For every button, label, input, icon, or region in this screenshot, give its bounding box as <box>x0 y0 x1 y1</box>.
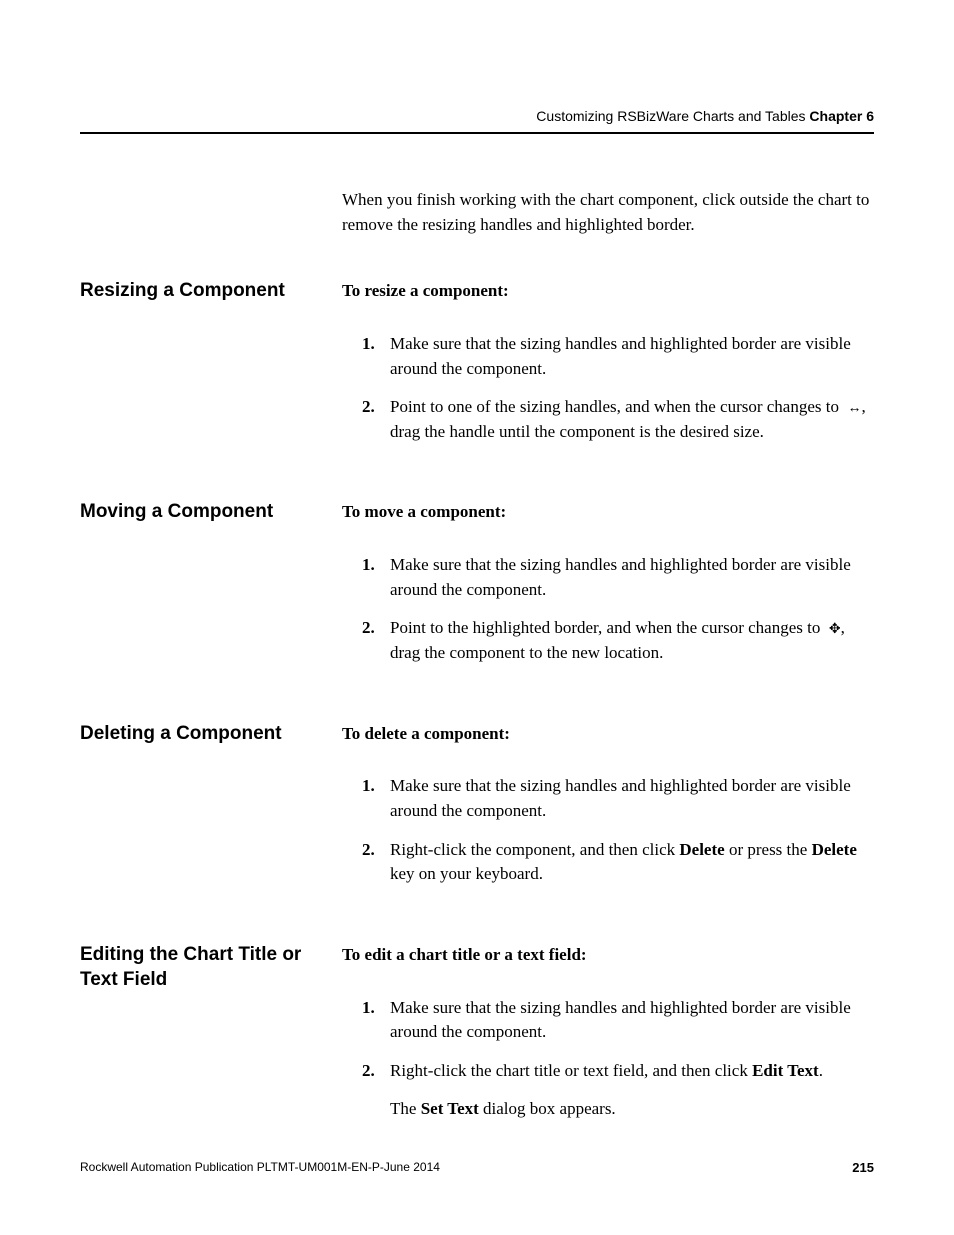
step-mid: or press the <box>725 840 812 859</box>
section-resizing: Resizing a Component To resize a compone… <box>80 279 874 458</box>
step-bold: Edit Text <box>752 1061 819 1080</box>
list-item: 2. Right-click the component, and then c… <box>362 838 874 887</box>
lead-moving: To move a component: <box>342 500 874 525</box>
heading-moving: Moving a Component <box>80 500 342 525</box>
footer-publication: Rockwell Automation Publication PLTMT-UM… <box>80 1160 440 1175</box>
step-number: 2. <box>362 395 390 444</box>
steps-deleting: 1. Make sure that the sizing handles and… <box>342 774 874 887</box>
step-text: Make sure that the sizing handles and hi… <box>390 774 874 823</box>
move-cursor-icon: ✥ <box>829 622 841 637</box>
list-item: 2. Right-click the chart title or text f… <box>362 1059 874 1084</box>
intro-section: When you finish working with the chart c… <box>80 188 874 237</box>
step-text: Right-click the chart title or text fiel… <box>390 1059 874 1084</box>
body-resizing: To resize a component: 1. Make sure that… <box>342 279 874 458</box>
trailing-bold: Set Text <box>421 1099 479 1118</box>
trailing-pre: The <box>390 1099 421 1118</box>
step-number: 1. <box>362 774 390 823</box>
step-pre: Right-click the component, and then clic… <box>390 840 679 859</box>
step-pre: Point to the highlighted border, and whe… <box>390 618 825 637</box>
trailing-paragraph: The Set Text dialog box appears. <box>390 1097 874 1122</box>
body-moving: To move a component: 1. Make sure that t… <box>342 500 874 679</box>
step-text: Point to the highlighted border, and whe… <box>390 616 874 665</box>
body-editing: To edit a chart title or a text field: 1… <box>342 943 874 1122</box>
list-item: 2. Point to the highlighted border, and … <box>362 616 874 665</box>
step-text: Make sure that the sizing handles and hi… <box>390 553 874 602</box>
steps-moving: 1. Make sure that the sizing handles and… <box>342 553 874 666</box>
intro-paragraph: When you finish working with the chart c… <box>342 188 874 237</box>
step-text: Make sure that the sizing handles and hi… <box>390 996 874 1045</box>
header-title-text: Customizing RSBizWare Charts and Tables <box>536 108 805 124</box>
section-moving: Moving a Component To move a component: … <box>80 500 874 679</box>
step-number: 1. <box>362 553 390 602</box>
steps-resizing: 1. Make sure that the sizing handles and… <box>342 332 874 445</box>
heading-resizing: Resizing a Component <box>80 279 342 304</box>
heading-editing: Editing the Chart Title or Text Field <box>80 943 342 992</box>
header-rule <box>80 132 874 134</box>
header-chapter: Chapter 6 <box>809 108 874 124</box>
section-editing: Editing the Chart Title or Text Field To… <box>80 943 874 1122</box>
lead-deleting: To delete a component: <box>342 722 874 747</box>
intro-body: When you finish working with the chart c… <box>342 188 874 237</box>
list-item: 1. Make sure that the sizing handles and… <box>362 332 874 381</box>
step-number: 2. <box>362 1059 390 1084</box>
step-text: Make sure that the sizing handles and hi… <box>390 332 874 381</box>
step-text: Point to one of the sizing handles, and … <box>390 395 874 444</box>
step-pre: Point to one of the sizing handles, and … <box>390 397 843 416</box>
page-content: When you finish working with the chart c… <box>80 188 874 1164</box>
resize-cursor-icon: ↔ <box>847 401 861 416</box>
step-pre: Right-click the chart title or text fiel… <box>390 1061 752 1080</box>
step-number: 2. <box>362 838 390 887</box>
lead-editing: To edit a chart title or a text field: <box>342 943 874 968</box>
step-text: Right-click the component, and then clic… <box>390 838 874 887</box>
step-bold: Delete <box>812 840 857 859</box>
heading-deleting: Deleting a Component <box>80 722 342 747</box>
step-number: 1. <box>362 996 390 1045</box>
steps-editing: 1. Make sure that the sizing handles and… <box>342 996 874 1084</box>
page-footer: Rockwell Automation Publication PLTMT-UM… <box>80 1160 874 1175</box>
step-bold: Delete <box>679 840 724 859</box>
list-item: 1. Make sure that the sizing handles and… <box>362 996 874 1045</box>
list-item: 1. Make sure that the sizing handles and… <box>362 553 874 602</box>
header-breadcrumb: Customizing RSBizWare Charts and Tables … <box>536 108 874 124</box>
body-deleting: To delete a component: 1. Make sure that… <box>342 722 874 901</box>
step-number: 2. <box>362 616 390 665</box>
trailing-post: dialog box appears. <box>479 1099 616 1118</box>
list-item: 2. Point to one of the sizing handles, a… <box>362 395 874 444</box>
step-post: . <box>819 1061 823 1080</box>
step-post: key on your keyboard. <box>390 864 543 883</box>
section-deleting: Deleting a Component To delete a compone… <box>80 722 874 901</box>
lead-resizing: To resize a component: <box>342 279 874 304</box>
step-number: 1. <box>362 332 390 381</box>
footer-page-number: 215 <box>852 1160 874 1175</box>
list-item: 1. Make sure that the sizing handles and… <box>362 774 874 823</box>
